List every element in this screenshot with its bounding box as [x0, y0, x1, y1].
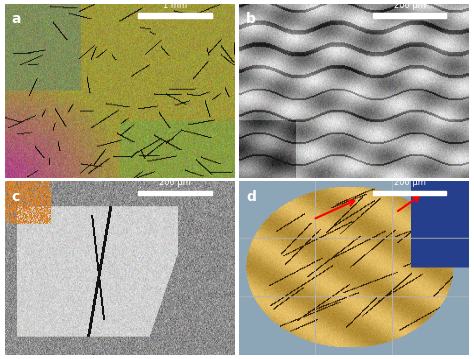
Text: a: a: [12, 12, 21, 26]
Bar: [373, 13, 446, 18]
Text: b: b: [246, 12, 256, 26]
Bar: [138, 191, 212, 195]
Text: c: c: [12, 190, 20, 204]
Text: 200 μm: 200 μm: [393, 178, 425, 187]
Text: 200 μm: 200 μm: [393, 1, 425, 10]
Text: d: d: [246, 190, 256, 204]
Bar: [373, 191, 446, 195]
Text: 200 μm: 200 μm: [159, 178, 191, 187]
Bar: [138, 13, 212, 18]
Text: 1 mm: 1 mm: [163, 1, 187, 10]
